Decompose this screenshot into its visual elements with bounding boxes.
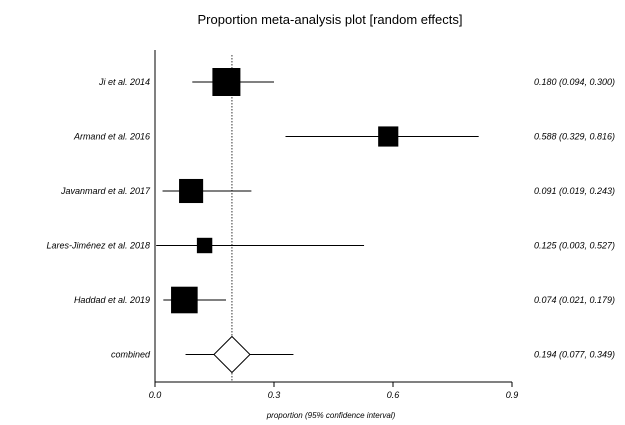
study-estimate-square [378, 126, 399, 147]
x-tick-label: 0.9 [506, 390, 519, 400]
study-ci-text: 0.074 (0.021, 0.179) [534, 295, 615, 305]
study-estimate-square [212, 68, 241, 96]
study-label: Armand et al. 2016 [73, 132, 150, 142]
study-estimate-square [171, 286, 198, 314]
study-label: Lares-Jiménez et al. 2018 [46, 241, 150, 251]
study-ci-text: 0.588 (0.329, 0.816) [534, 132, 615, 142]
study-label: Javanmard et al. 2017 [60, 186, 151, 196]
combined-label: combined [111, 350, 151, 360]
chart-title: Proportion meta-analysis plot [random ef… [198, 12, 463, 27]
study-ci-text: 0.180 (0.094, 0.300) [534, 77, 615, 87]
study-label: Haddad et al. 2019 [74, 295, 150, 305]
x-tick-label: 0.6 [387, 390, 400, 400]
x-tick-label: 0.0 [149, 390, 162, 400]
study-ci-text: 0.091 (0.019, 0.243) [534, 186, 615, 196]
combined-ci-text: 0.194 (0.077, 0.349) [534, 350, 615, 360]
x-tick-label: 0.3 [268, 390, 281, 400]
study-estimate-square [196, 237, 213, 254]
study-estimate-square [179, 178, 204, 204]
study-ci-text: 0.125 (0.003, 0.527) [534, 241, 615, 251]
study-label: Ji et al. 2014 [98, 77, 150, 87]
combined-diamond [213, 335, 251, 374]
x-axis-label: proportion (95% confidence interval) [266, 411, 396, 420]
